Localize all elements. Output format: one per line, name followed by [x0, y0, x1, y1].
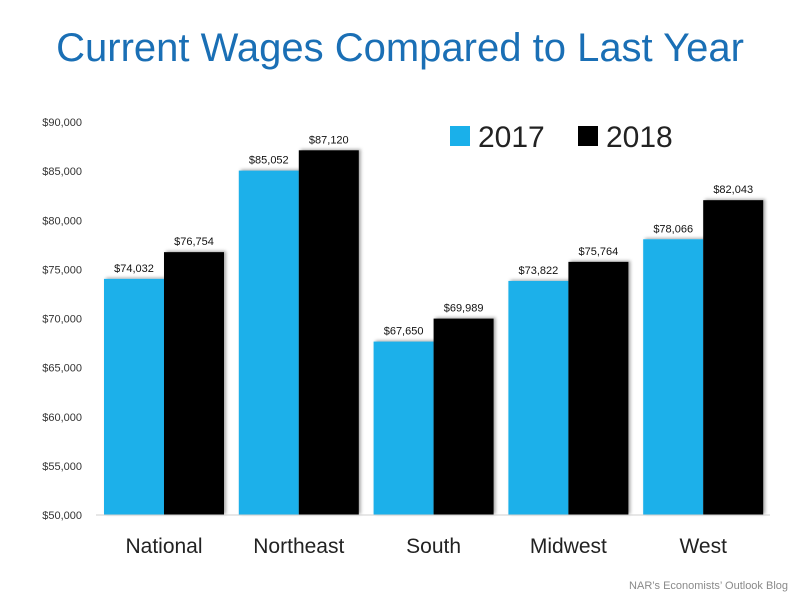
data-label: $78,066 [653, 223, 693, 235]
x-tick-label: Midwest [530, 535, 607, 558]
y-tick-label: $50,000 [42, 510, 82, 522]
bars-group [104, 150, 764, 515]
bar-national-2018 [164, 252, 224, 515]
bar-midwest-2018 [568, 261, 629, 515]
y-axis: $50,000 $55,000 $60,000 $65,000 $70,000 $75,0… [42, 117, 82, 522]
legend-swatch-2017 [450, 126, 470, 146]
x-tick-label: West [679, 535, 727, 558]
bar-midwest-2017 [508, 280, 569, 515]
legend-swatch-2018 [578, 126, 598, 146]
data-label: $67,650 [384, 326, 424, 338]
x-tick-label: National [125, 535, 202, 558]
legend-label-2017: 2017 [478, 121, 545, 154]
bar-northeast-2018 [298, 150, 359, 515]
data-label: $76,754 [174, 236, 214, 248]
y-tick-label: $75,000 [42, 264, 82, 276]
bar-south-2018 [433, 318, 494, 515]
x-axis: National Northeast South Midwest West [96, 514, 770, 558]
y-tick-label: $60,000 [42, 412, 82, 424]
data-label: $73,822 [519, 265, 559, 277]
y-tick-label: $65,000 [42, 363, 82, 375]
y-tick-label: $90,000 [42, 117, 82, 129]
data-label: $69,989 [444, 303, 484, 315]
data-label: $87,120 [309, 134, 349, 146]
x-tick-label: Northeast [253, 535, 344, 558]
legend: 2017 2018 [450, 121, 673, 154]
bar-national-2017 [104, 278, 164, 515]
x-tick-label: South [406, 535, 461, 558]
data-labels-group: $74,032 $76,754 $85,052 $87,120 $67,650 $69,9… [114, 134, 753, 337]
data-label: $85,052 [249, 155, 289, 167]
data-label: $75,764 [579, 246, 619, 258]
data-label: $82,043 [713, 184, 753, 196]
chart-title: Current Wages Compared to Last Year [56, 26, 744, 70]
source-note: NAR’s Economists’ Outlook Blog [629, 580, 788, 592]
y-tick-label: $70,000 [42, 314, 82, 326]
y-tick-label: $80,000 [42, 215, 82, 227]
y-tick-label: $85,000 [42, 166, 82, 178]
bar-south-2017 [373, 341, 434, 515]
y-tick-label: $55,000 [42, 461, 82, 473]
data-label: $74,032 [114, 263, 154, 275]
bar-northeast-2017 [238, 170, 299, 515]
legend-label-2018: 2018 [606, 121, 673, 154]
bar-west-2018 [703, 200, 764, 515]
bar-west-2017 [643, 239, 704, 515]
